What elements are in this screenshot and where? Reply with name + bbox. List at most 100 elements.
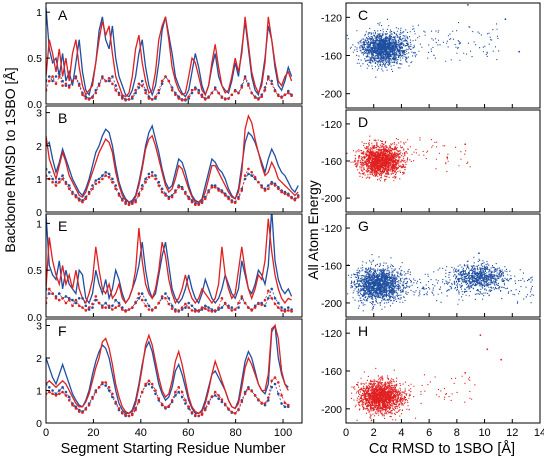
data-point-red xyxy=(194,203,197,206)
data-point-blue xyxy=(184,402,187,405)
data-point-blue xyxy=(48,386,51,389)
y-tick-label: 2 xyxy=(36,353,42,365)
data-point-red xyxy=(164,297,167,300)
data-point-red xyxy=(107,77,111,80)
data-point-blue xyxy=(71,298,74,302)
data-point-blue xyxy=(91,306,94,309)
data-point-red xyxy=(177,386,180,389)
data-point-blue xyxy=(58,389,61,392)
panel-label-D: D xyxy=(358,114,368,130)
data-point-blue xyxy=(114,84,117,87)
data-point-red xyxy=(243,174,247,177)
data-point-red xyxy=(48,390,51,394)
data-point-red xyxy=(227,306,230,309)
data-point-blue xyxy=(270,287,274,291)
data-point-blue xyxy=(207,306,210,309)
panel-label-H: H xyxy=(358,323,368,339)
data-point-red xyxy=(67,86,71,89)
data-point-red xyxy=(213,309,217,312)
data-point-red xyxy=(277,94,280,97)
data-point-red xyxy=(267,187,270,191)
data-point-blue xyxy=(61,79,64,83)
data-point-blue xyxy=(187,97,190,100)
data-point-red xyxy=(200,413,204,416)
data-point-red xyxy=(204,197,207,201)
data-point-red xyxy=(104,306,107,309)
plot-area-B xyxy=(46,114,300,206)
data-point-blue xyxy=(51,389,54,392)
data-point-blue xyxy=(194,86,197,89)
data-point-blue xyxy=(154,392,157,396)
x-tick-label: 6 xyxy=(426,427,432,439)
data-point-blue xyxy=(194,308,197,311)
data-point-blue xyxy=(117,91,121,95)
data-point-red xyxy=(233,89,237,93)
data-point-red xyxy=(140,187,144,191)
data-point-blue xyxy=(54,180,58,184)
y-tick-label: 0 xyxy=(36,418,42,430)
data-point-red xyxy=(253,175,257,179)
data-point-red xyxy=(190,88,194,92)
data-point-red xyxy=(97,386,101,389)
data-point-red xyxy=(170,195,174,199)
data-point-red xyxy=(170,307,174,310)
data-point-red xyxy=(280,394,283,397)
data-point-red xyxy=(220,398,224,401)
data-point-blue xyxy=(190,91,194,95)
data-point-red xyxy=(207,96,210,99)
data-point-red xyxy=(104,79,107,83)
data-point-red xyxy=(187,95,190,98)
plot-area-E xyxy=(46,214,293,313)
panel-frame-B xyxy=(45,105,303,213)
data-point-red xyxy=(137,400,141,404)
data-point-red xyxy=(290,196,293,200)
data-point-blue xyxy=(170,304,174,308)
data-point-red xyxy=(127,308,131,311)
data-point-red xyxy=(184,302,187,306)
data-point-red xyxy=(51,392,54,396)
y-tick-label: 1 xyxy=(36,7,42,19)
data-point-red xyxy=(48,287,51,291)
panel-C: C -120 -160 -200 xyxy=(321,2,541,109)
y-tick-label: 1 xyxy=(36,386,42,398)
data-point-red xyxy=(91,187,94,191)
data-point-red xyxy=(160,295,164,298)
data-point-red xyxy=(137,82,141,86)
right-x-axis-label: Cα RMSD to 1SBO [Å] xyxy=(369,440,515,457)
y-tick-label: -120 xyxy=(321,223,342,235)
data-point-red xyxy=(51,75,54,78)
data-point-blue xyxy=(267,75,270,78)
data-point-red xyxy=(77,84,81,87)
data-point-red xyxy=(204,98,207,101)
data-point-red xyxy=(48,79,51,83)
data-point-blue xyxy=(237,306,240,309)
data-point-blue xyxy=(270,386,274,389)
scatter-points-G xyxy=(347,254,535,312)
data-point-red xyxy=(131,306,134,309)
data-point-blue xyxy=(267,399,270,402)
data-point-red xyxy=(157,184,161,187)
data-point-red xyxy=(280,309,283,312)
plot-area-F xyxy=(46,323,290,418)
data-point-red xyxy=(54,297,58,300)
data-point-red xyxy=(220,190,224,194)
data-point-red xyxy=(61,84,64,87)
data-point-red xyxy=(250,171,253,174)
data-point-red xyxy=(174,310,177,313)
data-point-red xyxy=(104,174,107,177)
data-point-red xyxy=(280,190,283,194)
data-point-red xyxy=(253,306,257,309)
data-point-red xyxy=(184,399,187,402)
series-line-red xyxy=(46,114,299,203)
data-point-red xyxy=(144,382,147,386)
data-point-red xyxy=(124,202,127,205)
outlier-point xyxy=(446,156,449,159)
left-x-axis-label: Segment Starting Residue Number xyxy=(61,441,286,457)
data-point-red xyxy=(67,187,71,191)
data-point-red xyxy=(167,404,171,408)
data-point-red xyxy=(114,88,117,92)
data-point-blue xyxy=(220,400,224,404)
data-point-blue xyxy=(114,298,117,302)
data-point-red xyxy=(81,200,84,204)
